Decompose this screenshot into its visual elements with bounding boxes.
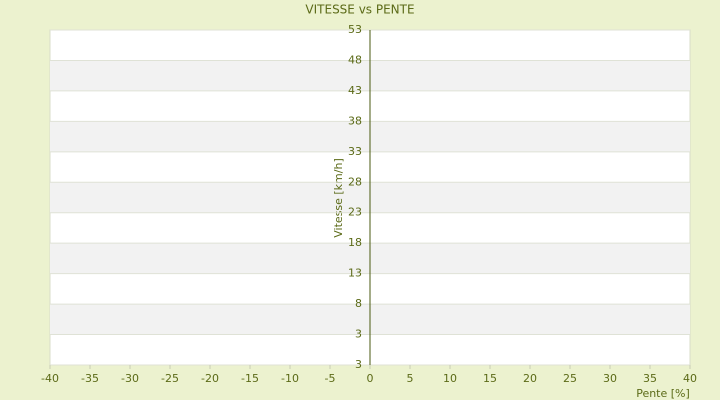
x-tick-label: -30 [121,372,139,385]
x-tick-label: 15 [483,372,497,385]
y-tick-label: 38 [348,114,362,127]
x-tick-label: 25 [563,372,577,385]
x-tick-label: 10 [443,372,457,385]
x-tick-label: -25 [161,372,179,385]
y-tick-label: 13 [348,267,362,280]
y-tick-label: 33 [348,145,362,158]
x-tick-label: -40 [41,372,59,385]
x-tick-label: 5 [407,372,414,385]
y-tick-label: 8 [355,297,362,310]
y-tick-label: 18 [348,236,362,249]
y-tick-label: 3 [355,328,362,341]
x-tick-label: 30 [603,372,617,385]
x-tick-label: -5 [325,372,336,385]
y-tick-label: 28 [348,175,362,188]
y-tick-label: 48 [348,53,362,66]
y-tick-label: 43 [348,84,362,97]
x-tick-label: 0 [367,372,374,385]
chart-title: VITESSE vs PENTE [305,3,414,17]
x-tick-label: -15 [241,372,259,385]
x-tick-label: 35 [643,372,657,385]
y-axis-label: Vitesse [km/h] [332,158,345,238]
x-tick-label: -10 [281,372,299,385]
x-tick-label: 20 [523,372,537,385]
y-tick-label: 3 [355,358,362,371]
x-tick-label: -20 [201,372,219,385]
x-axis-label: Pente [%] [636,387,690,400]
y-tick-label: 53 [348,23,362,36]
y-tick-label: 23 [348,206,362,219]
x-tick-label: 40 [683,372,697,385]
x-tick-label: -35 [81,372,99,385]
